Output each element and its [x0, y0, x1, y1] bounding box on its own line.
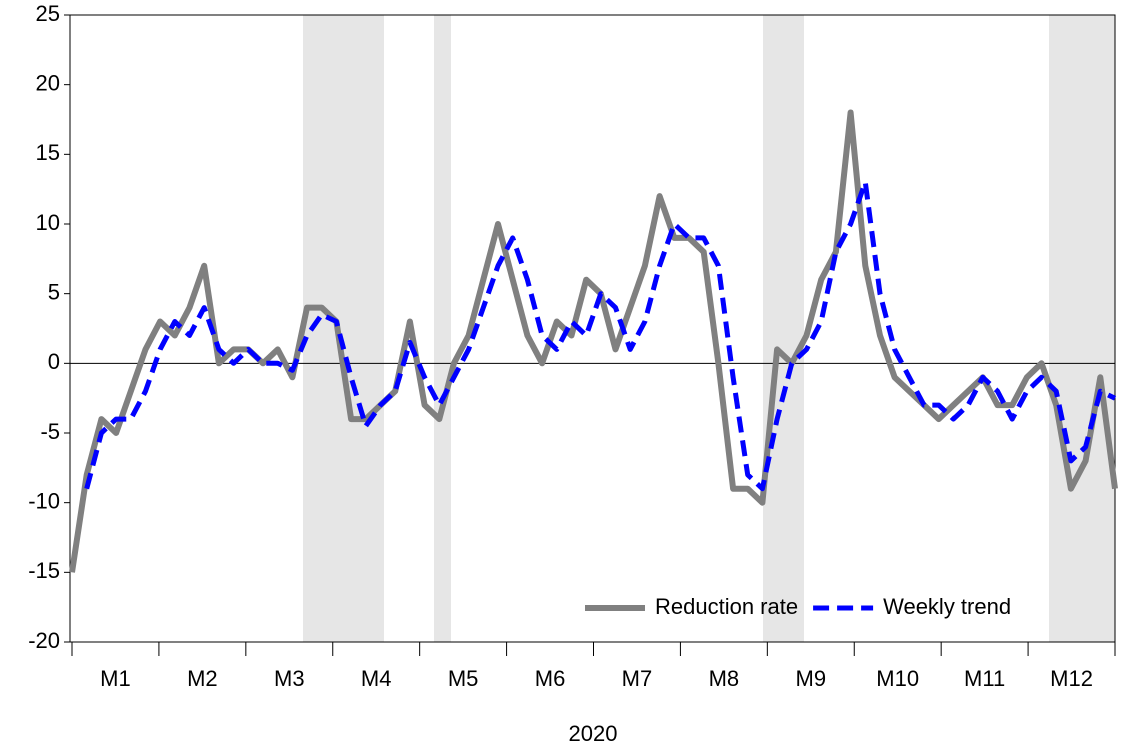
- x-tick-label: M9: [796, 666, 827, 691]
- x-tick-label: M6: [535, 666, 566, 691]
- x-tick-label: M1: [100, 666, 131, 691]
- shaded-band: [434, 15, 451, 642]
- x-tick-label: M7: [622, 666, 653, 691]
- y-tick-label: 0: [48, 349, 60, 374]
- x-tick-label: M3: [274, 666, 305, 691]
- plot-frame: [69, 14, 1116, 643]
- y-tick-label: -10: [28, 488, 60, 513]
- legend-label: Reduction rate: [655, 594, 798, 619]
- y-tick-label: 10: [36, 210, 60, 235]
- series-line: [69, 109, 1118, 573]
- y-tick-label: -20: [28, 628, 60, 653]
- y-tick-label: -15: [28, 558, 60, 583]
- x-tick-label: M4: [361, 666, 392, 691]
- x-tick-label: M5: [448, 666, 479, 691]
- x-tick-label: M12: [1050, 666, 1093, 691]
- series-line: [84, 179, 1117, 492]
- shaded-band: [1049, 15, 1115, 642]
- y-tick-label: 25: [36, 1, 60, 26]
- legend-label: Weekly trend: [883, 594, 1011, 619]
- y-tick-label: -5: [40, 419, 60, 444]
- x-tick-label: M8: [709, 666, 740, 691]
- y-tick-label: 5: [48, 279, 60, 304]
- y-tick-label: 15: [36, 140, 60, 165]
- shaded-band: [763, 15, 804, 642]
- shaded-band: [303, 15, 384, 642]
- x-tick-label: M11: [964, 666, 1005, 691]
- y-tick-label: 20: [36, 70, 60, 95]
- x-tick-label: M2: [187, 666, 218, 691]
- x-axis-label: 2020: [569, 721, 618, 746]
- x-tick-label: M10: [876, 666, 919, 691]
